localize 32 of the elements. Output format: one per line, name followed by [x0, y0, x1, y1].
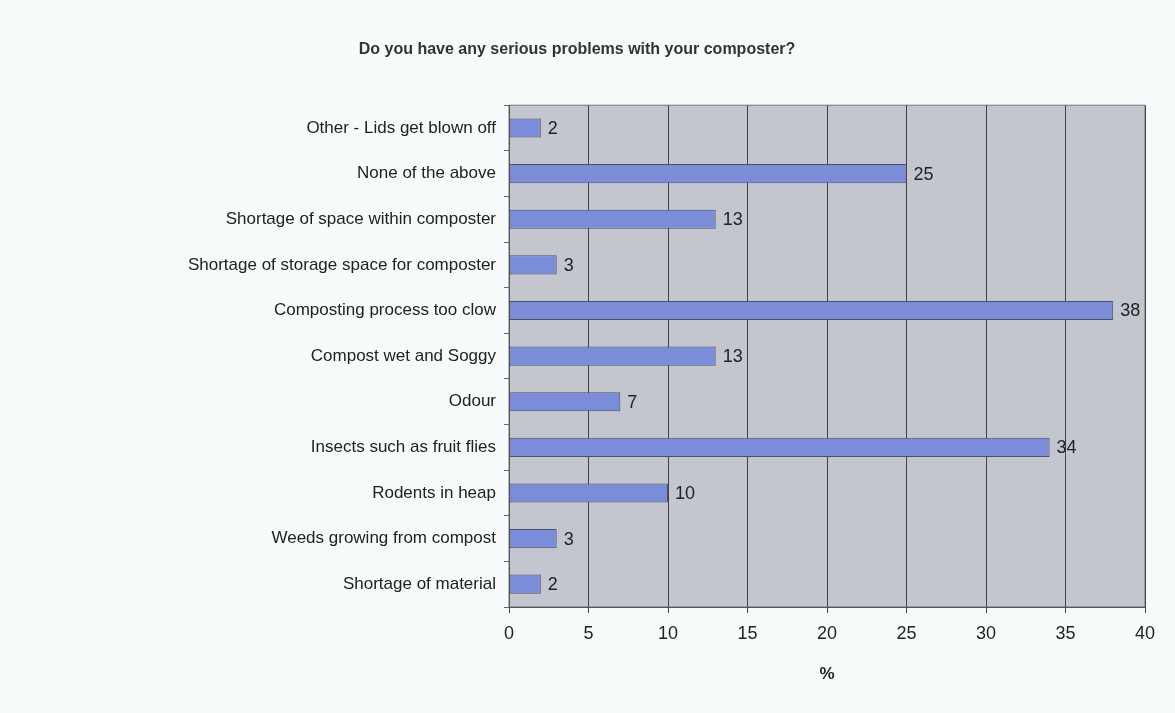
y-tick-label: Weeds growing from compost [271, 528, 497, 548]
x-tick-label: 20 [816, 622, 838, 643]
data-label: 13 [722, 346, 743, 367]
data-label: 13 [722, 209, 743, 230]
x-tick-label: 5 [583, 622, 594, 643]
y-tick-label: Shortage of space within composter [225, 208, 497, 228]
x-axis-title: % [819, 664, 835, 684]
x-tick-label: 30 [975, 622, 997, 643]
data-label: 2 [547, 117, 558, 138]
x-tick-label: 40 [1134, 622, 1156, 643]
data-label: 25 [913, 163, 934, 184]
y-tick-label: Rodents in heap [372, 482, 496, 502]
chart-title: Do you have any serious problems with your composter? [358, 40, 796, 58]
x-tick-label: 15 [737, 622, 758, 643]
y-tick-label: Shortage of storage space for composter [187, 254, 497, 274]
y-tick-label: None of the above [357, 163, 496, 183]
y-tick-label: Shortage of material [342, 573, 496, 593]
x-tick-label: 0 [503, 622, 515, 643]
y-tick-label: Insects such as fruit flies [310, 437, 496, 457]
y-tick-label: Composting process too clow [273, 300, 497, 320]
x-tick-label: 10 [657, 622, 679, 643]
data-label: 3 [563, 528, 574, 549]
x-tick-label: 25 [896, 622, 917, 643]
data-label: 38 [1120, 300, 1141, 321]
y-tick-label: Other - Lids get blown off [306, 117, 497, 137]
y-tick-label: Odour [448, 391, 497, 411]
x-tick-label: 35 [1055, 622, 1076, 643]
data-label: 3 [563, 254, 574, 275]
data-label: 7 [627, 391, 638, 412]
data-label: 10 [675, 482, 696, 503]
y-tick-label: Compost wet and Soggy [310, 345, 497, 365]
data-label: 2 [547, 574, 558, 595]
